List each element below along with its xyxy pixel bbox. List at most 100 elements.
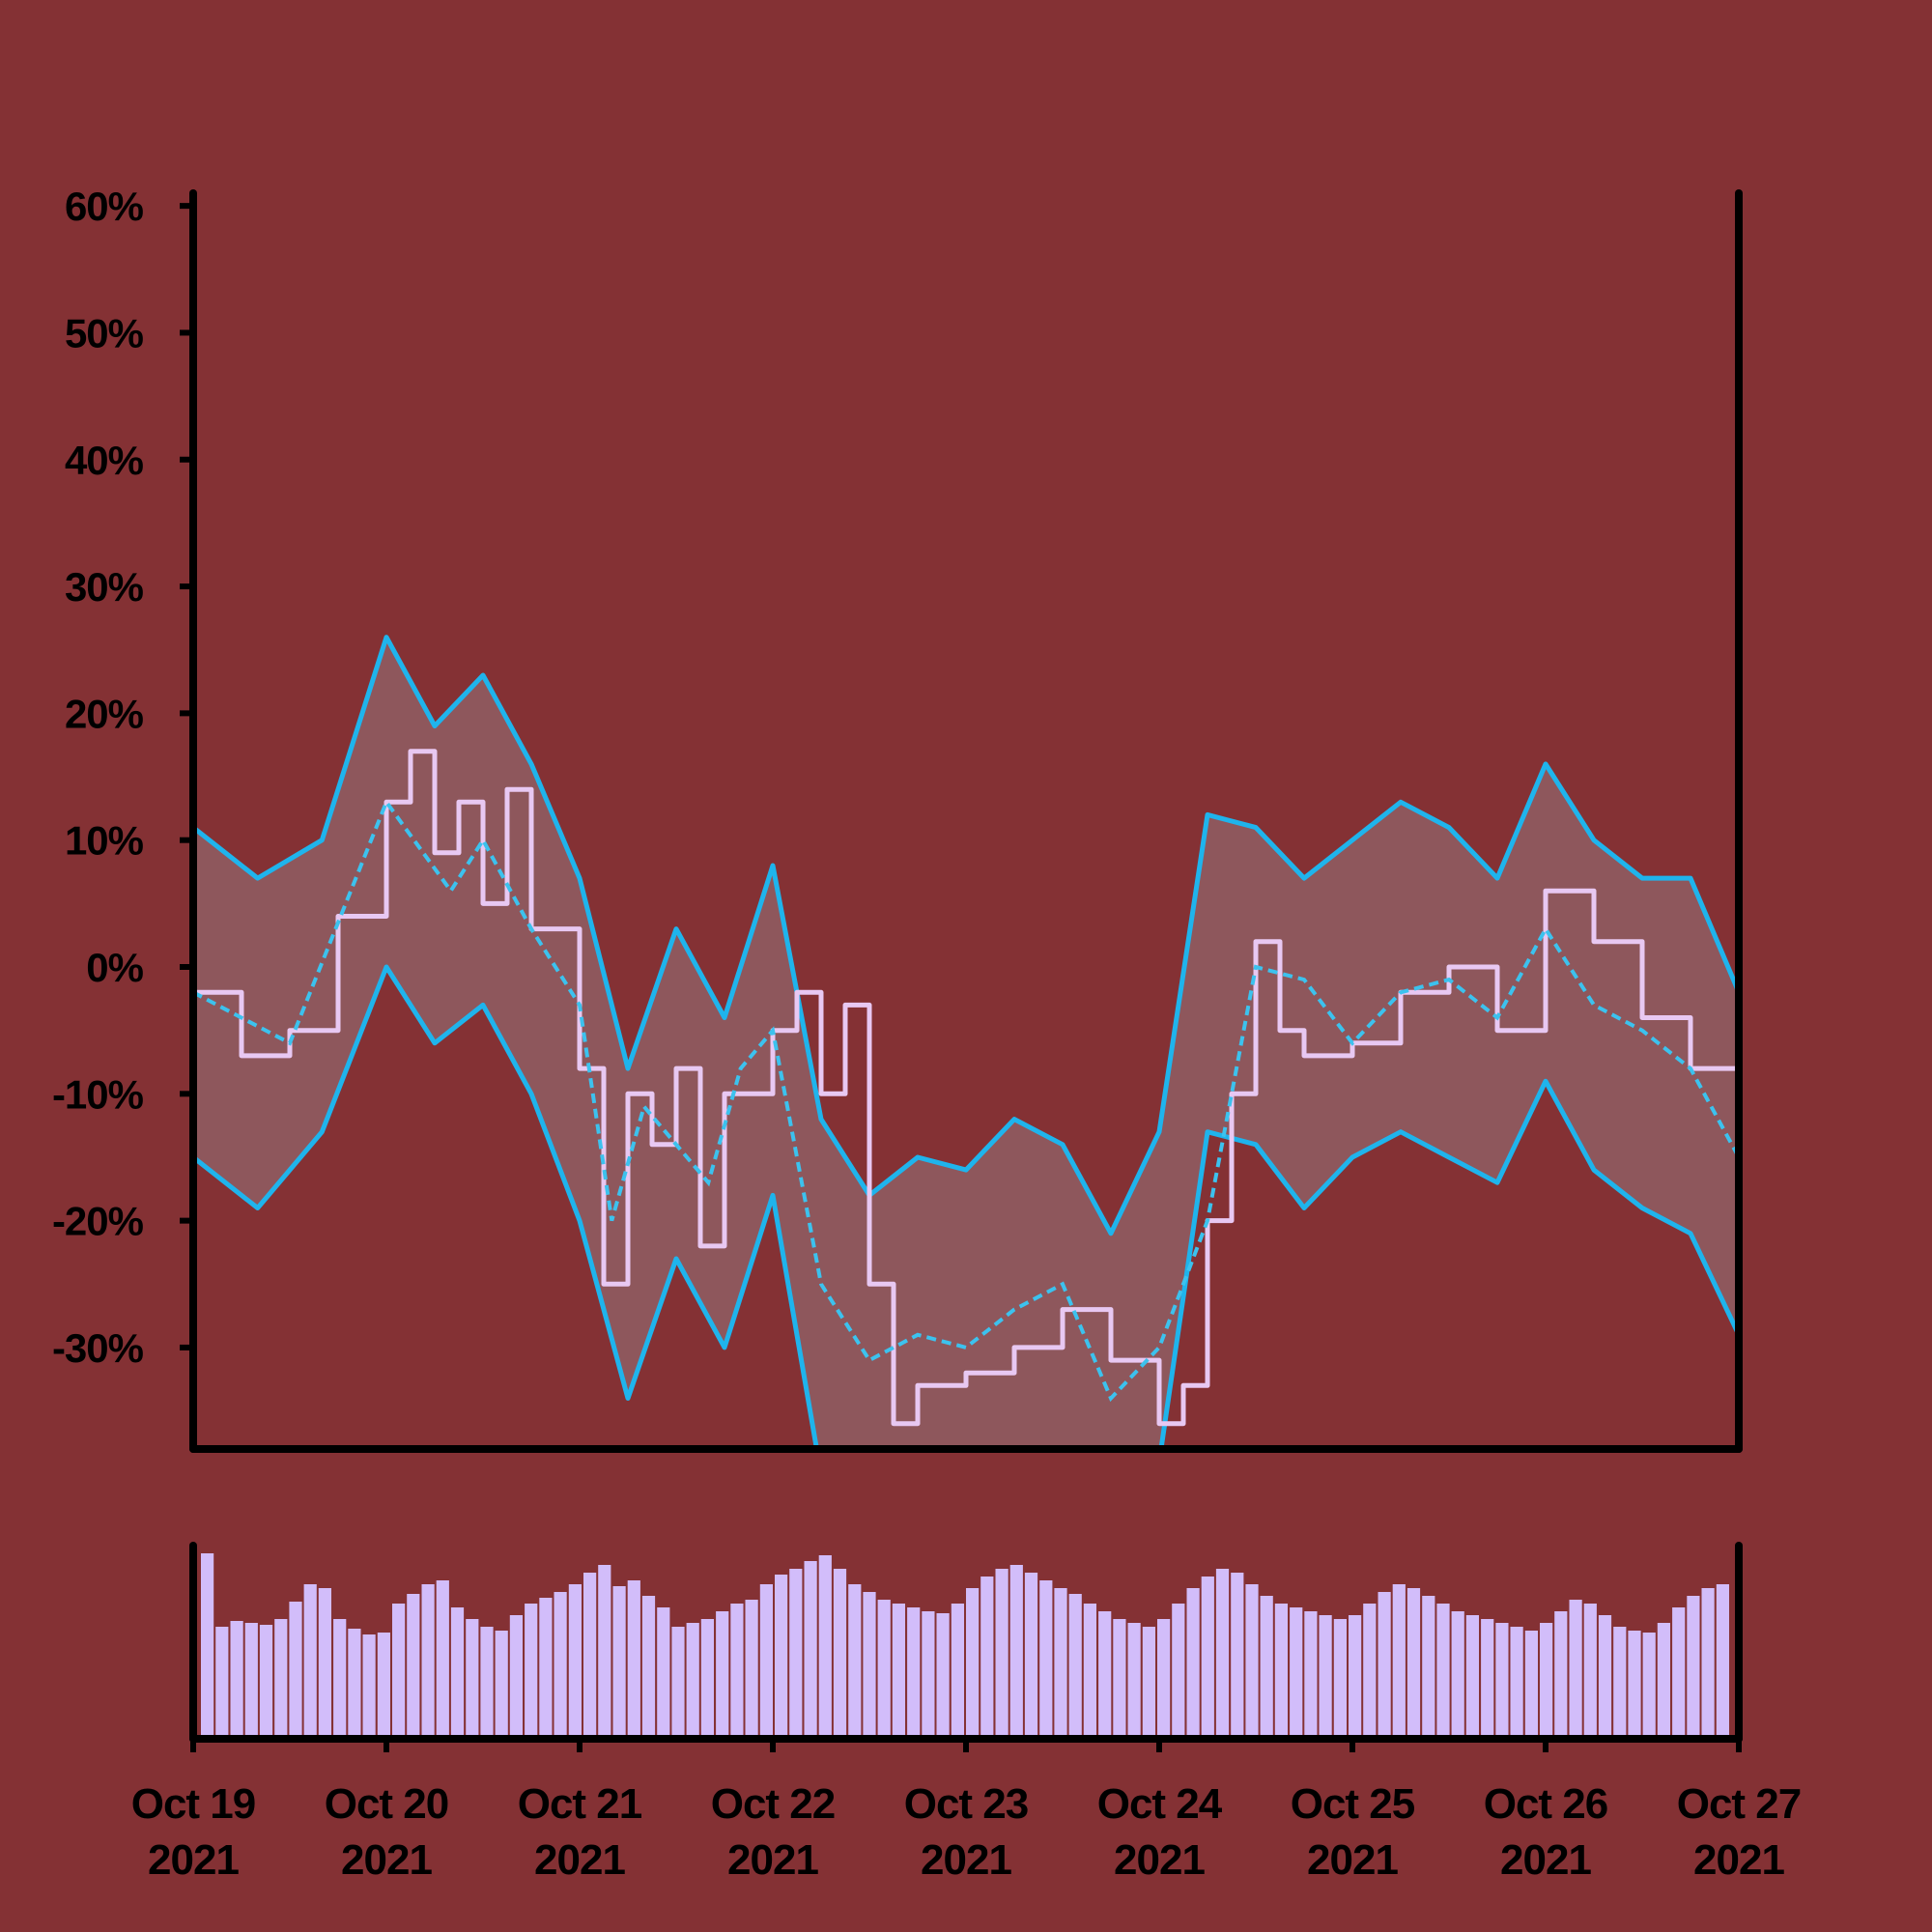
volume-bar [995, 1569, 1009, 1739]
volume-bar [1657, 1623, 1670, 1739]
x-tick-year-label: 2021 [1307, 1836, 1398, 1884]
x-axis-ticks: Oct 19 2021 Oct 20 2021 Oct 21 2021 Oct 22 2021… [131, 1739, 1802, 1884]
volume-bar [348, 1629, 361, 1739]
volume-bar [745, 1600, 758, 1739]
volume-bar [1157, 1619, 1171, 1739]
volume-bar [1083, 1604, 1096, 1739]
volume-bar [1201, 1577, 1214, 1739]
volume-bar [1613, 1627, 1627, 1739]
volume-bar [1392, 1584, 1406, 1739]
x-tick-year-label: 2021 [1693, 1836, 1784, 1884]
volume-bar [1290, 1607, 1303, 1739]
x-tick-label: Oct 27 [1677, 1780, 1802, 1828]
volume-bar [1524, 1631, 1538, 1739]
volume-bar [1186, 1588, 1200, 1739]
y-tick-label: 60% [65, 184, 144, 229]
volume-bar [1260, 1596, 1273, 1739]
volume-bar [1113, 1619, 1126, 1739]
volume-bar [759, 1584, 773, 1739]
volume-bar [1422, 1596, 1435, 1739]
volume-bar [980, 1577, 994, 1739]
y-tick-label: 20% [65, 691, 144, 736]
volume-bar [657, 1607, 670, 1739]
volume-bar [568, 1584, 582, 1739]
volume-bar [539, 1598, 553, 1739]
volume-bar [848, 1584, 862, 1739]
volume-bar [833, 1569, 847, 1739]
y-tick-label: 10% [65, 818, 144, 864]
volume-bar [392, 1604, 406, 1739]
volume-bar [877, 1600, 891, 1739]
x-tick-label: Oct 24 [1097, 1780, 1223, 1828]
volume-bar [1333, 1619, 1347, 1739]
volume-bar [818, 1555, 832, 1739]
lower-band-line [193, 964, 1739, 1449]
y-tick-label: -30% [52, 1325, 144, 1371]
x-tick-label: Oct 19 [131, 1780, 256, 1828]
volume-bar [775, 1575, 788, 1739]
volume-bar [259, 1625, 273, 1739]
moving-average-line [193, 798, 1739, 1403]
upper-band-line [193, 635, 1739, 1236]
x-tick-year-label: 2021 [727, 1836, 818, 1884]
volume-bar [1245, 1584, 1259, 1739]
volume-bar [892, 1604, 905, 1739]
x-tick-label: Oct 20 [325, 1780, 449, 1828]
volume-bar [686, 1623, 699, 1739]
volume-bar [244, 1623, 258, 1739]
x-tick-year-label: 2021 [534, 1836, 625, 1884]
volume-bar [1378, 1592, 1391, 1739]
volume-bar [1127, 1623, 1141, 1739]
volume-bar [1495, 1623, 1509, 1739]
volume-bar [1098, 1611, 1112, 1739]
volume-bar [230, 1621, 243, 1739]
volume-bar [936, 1613, 950, 1739]
volume-bar [598, 1565, 611, 1739]
volume-bar [1406, 1588, 1421, 1739]
volume-bar [951, 1604, 964, 1739]
volume-bar [1687, 1596, 1700, 1739]
volume-bar [1215, 1569, 1230, 1739]
volume-bar [1172, 1604, 1185, 1739]
volume-bar [1540, 1623, 1553, 1739]
volume-bar [1363, 1604, 1377, 1739]
volume-bar [1009, 1565, 1023, 1739]
volume-bar [450, 1607, 465, 1739]
volume-bar [1054, 1588, 1067, 1739]
volume-bar [421, 1584, 435, 1739]
x-tick-label: Oct 23 [904, 1780, 1029, 1828]
volume-bar [509, 1615, 523, 1739]
volume-bar [716, 1611, 729, 1739]
y-tick-label: 50% [65, 310, 144, 355]
volume-bar [1642, 1633, 1656, 1739]
x-tick-year-label: 2021 [1500, 1836, 1591, 1884]
volume-bar [303, 1584, 317, 1739]
volume-bar [525, 1604, 538, 1739]
volume-bar [641, 1596, 656, 1739]
volume-bar [730, 1604, 744, 1739]
x-tick-year-label: 2021 [1114, 1836, 1205, 1884]
volume-bar [627, 1580, 640, 1739]
volume-bar [1436, 1604, 1450, 1739]
volume-bar [966, 1588, 980, 1739]
x-tick-year-label: 2021 [148, 1836, 239, 1884]
volume-bar [215, 1627, 229, 1739]
volume-bar [466, 1619, 479, 1739]
x-tick-label: Oct 25 [1291, 1780, 1415, 1828]
volume-bar [318, 1588, 331, 1739]
y-tick-label: 30% [65, 564, 144, 610]
x-tick-label: Oct 22 [711, 1780, 836, 1828]
volume-bar [495, 1631, 508, 1739]
volume-bar [922, 1611, 935, 1739]
volume-bar [1554, 1611, 1568, 1739]
volume-bar [1451, 1611, 1464, 1739]
y-tick-label: -10% [52, 1071, 144, 1117]
series-lines [193, 635, 1739, 1449]
volume-bar [612, 1586, 626, 1739]
x-tick-year-label: 2021 [921, 1836, 1011, 1884]
volume-bar [863, 1592, 876, 1739]
volume-bar [333, 1619, 347, 1739]
volume-bar [789, 1569, 803, 1739]
y-tick-label: 0% [86, 945, 143, 990]
